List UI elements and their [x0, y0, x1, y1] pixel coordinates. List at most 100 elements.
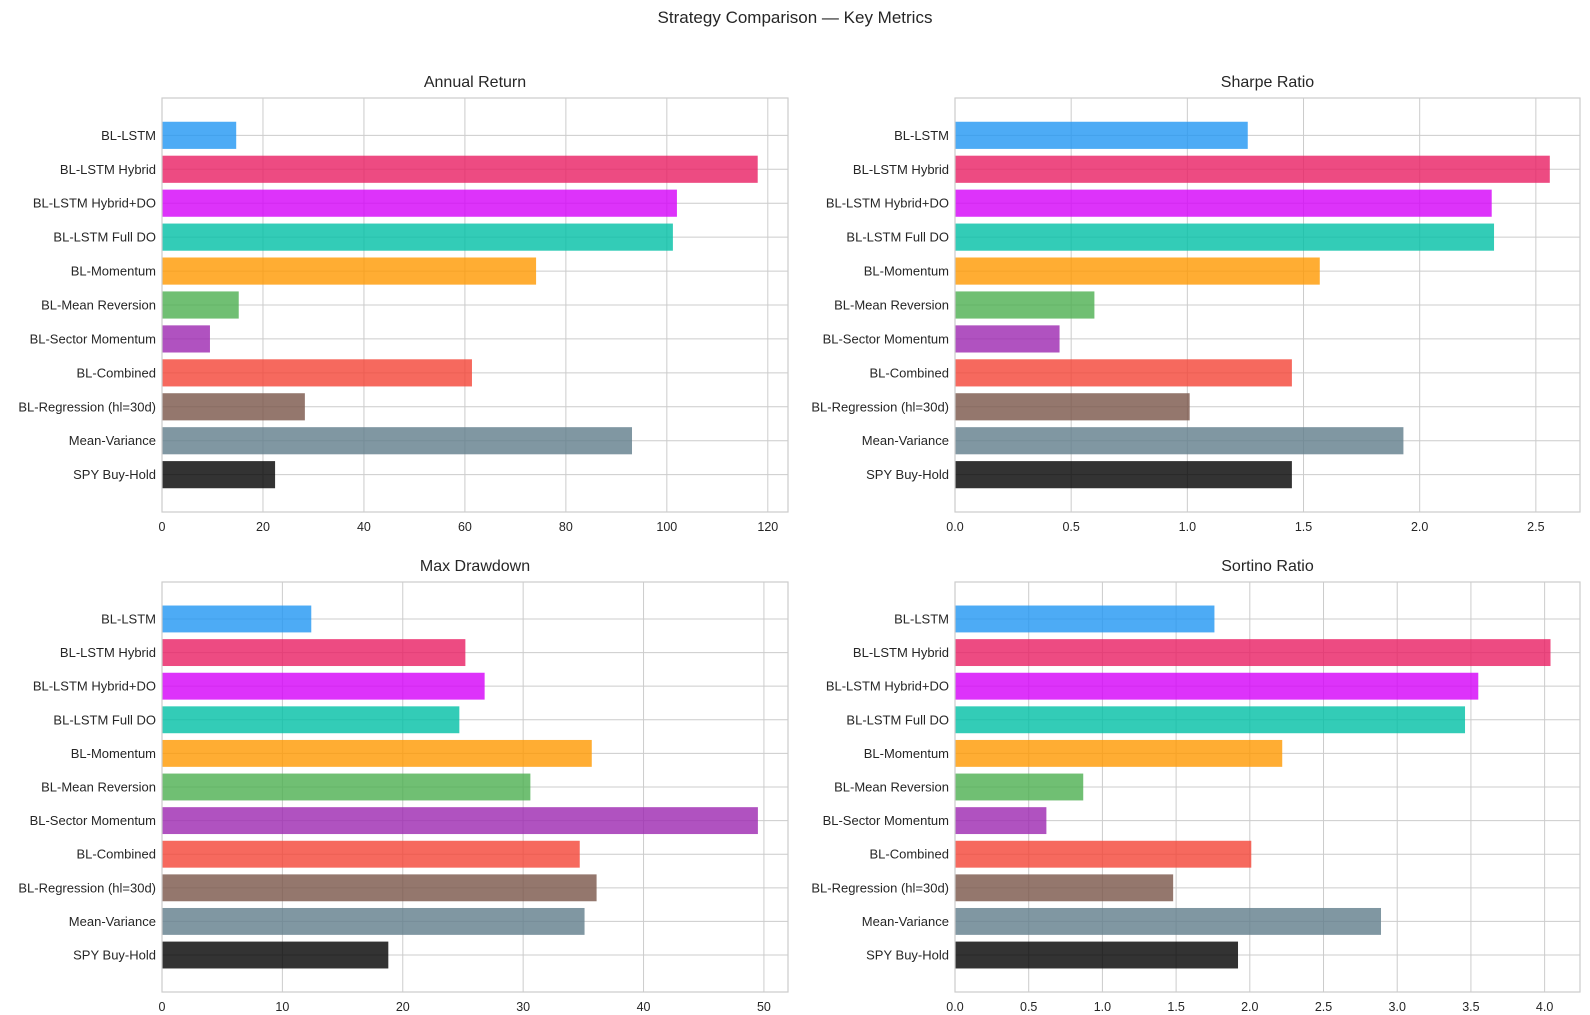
subplot-title: Sharpe Ratio	[1221, 74, 1314, 91]
bar-bl-lstm: BL-LSTM: 14.7	[162, 121, 237, 149]
subplot-sharpe-ratio: BL-LSTM: 1.26 BL-LSTM Hybrid: 2.56 BL-LSTM…	[811, 74, 1581, 534]
bar-bl-sector-momentum: BL-Sector Momentum: 9.5	[162, 325, 210, 353]
bar-mean-variance: Mean-Variance: 1.93	[955, 427, 1404, 455]
y-tick-label: BL-Momentum	[864, 746, 949, 761]
y-tick-label: BL-Sector Momentum	[823, 813, 949, 828]
y-tick-label: BL-Momentum	[864, 264, 949, 279]
bar-bl-lstm-hybrid-do: BL-LSTM Hybrid+DO: 3.55	[955, 672, 1479, 700]
x-tick-label: 2.5	[1315, 1000, 1332, 1014]
x-tick-label: 3.5	[1462, 1000, 1479, 1014]
subplot-sortino-ratio: BL-LSTM: 1.76 BL-LSTM Hybrid: 4.04 BL-LSTM…	[811, 558, 1581, 1014]
y-tick-label: BL-LSTM Hybrid+DO	[826, 196, 949, 211]
bar-bl-combined: BL-Combined: 34.7	[162, 840, 580, 868]
y-tick-label: BL-Regression (hl=30d)	[811, 399, 949, 414]
y-tick-label: BL-Momentum	[71, 264, 156, 279]
subplot-max-drawdown: BL-LSTM: 12.4 BL-LSTM Hybrid: 25.2 BL-LSTM…	[18, 558, 789, 1014]
x-tick-label: 40	[637, 1000, 651, 1014]
y-tick-label: Mean-Variance	[862, 914, 949, 929]
x-tick-label: 0	[159, 520, 166, 534]
bar-bl-momentum: BL-Momentum: 1.57	[955, 257, 1320, 285]
x-tick-label: 2.0	[1241, 1000, 1258, 1014]
y-tick-label: BL-Mean Reversion	[834, 780, 949, 795]
y-tick-label: BL-LSTM	[894, 611, 949, 626]
bar-mean-variance: Mean-Variance: 93.1	[162, 427, 633, 455]
y-tick-label: BL-LSTM Hybrid+DO	[33, 679, 156, 694]
y-tick-label: BL-LSTM Full DO	[53, 712, 156, 727]
y-tick-label: BL-Mean Reversion	[41, 780, 156, 795]
y-tick-label: Mean-Variance	[69, 433, 156, 448]
bar-bl-sector-momentum: BL-Sector Momentum: 0.62	[955, 807, 1047, 835]
x-tick-label: 1.5	[1295, 520, 1312, 534]
bar-bl-mean-reversion: BL-Mean Reversion: 15.2	[162, 291, 239, 319]
y-tick-label: BL-Combined	[77, 365, 157, 380]
y-tick-label: Mean-Variance	[69, 914, 156, 929]
subplot-title: Max Drawdown	[420, 558, 530, 575]
x-tick-label: 0.5	[1062, 520, 1079, 534]
x-tick-label: 60	[458, 520, 472, 534]
y-tick-label: BL-Combined	[870, 365, 950, 380]
y-tick-label: BL-LSTM	[101, 611, 156, 626]
y-tick-label: BL-LSTM Hybrid	[853, 162, 949, 177]
subplot-annual-return: BL-LSTM: 14.7 BL-LSTM Hybrid: 118 BL-LSTM …	[18, 74, 789, 534]
bar-bl-lstm-hybrid: BL-LSTM Hybrid: 2.56	[955, 155, 1550, 183]
y-tick-label: SPY Buy-Hold	[866, 467, 949, 482]
bar-bl-regression-hl-30d: BL-Regression (hl=30d): 36.1	[162, 874, 597, 902]
y-tick-label: BL-Regression (hl=30d)	[811, 880, 949, 895]
y-tick-label: Mean-Variance	[862, 433, 949, 448]
bar-bl-combined: BL-Combined: 1.45	[955, 359, 1292, 387]
bar-bl-mean-reversion: BL-Mean Reversion: 0.87	[955, 773, 1084, 801]
x-tick-label: 2.0	[1411, 520, 1428, 534]
y-tick-label: BL-LSTM Hybrid+DO	[33, 196, 156, 211]
bar-bl-lstm-full-do: BL-LSTM Full DO: 2.32	[955, 223, 1495, 251]
y-tick-label: SPY Buy-Hold	[73, 467, 156, 482]
y-tick-label: BL-Mean Reversion	[834, 298, 949, 313]
x-tick-label: 0.0	[946, 520, 963, 534]
bar-bl-sector-momentum: BL-Sector Momentum: 49.5	[162, 807, 758, 835]
y-tick-label: SPY Buy-Hold	[866, 948, 949, 963]
axes-frame	[161, 581, 789, 993]
y-tick-label: BL-LSTM	[101, 128, 156, 143]
bar-spy-buy-hold: SPY Buy-Hold: 1.45	[955, 461, 1292, 489]
bar-bl-lstm-hybrid: BL-LSTM Hybrid: 25.2	[162, 639, 466, 667]
y-tick-label: BL-LSTM Full DO	[846, 712, 949, 727]
bar-bl-lstm: BL-LSTM: 12.4	[162, 605, 312, 633]
x-tick-label: 30	[516, 1000, 530, 1014]
bar-bl-lstm-full-do: BL-LSTM Full DO: 3.46	[955, 706, 1466, 734]
bar-bl-regression-hl-30d: BL-Regression (hl=30d): 28.3	[162, 393, 305, 421]
x-tick-label: 20	[396, 1000, 410, 1014]
y-tick-label: BL-LSTM Hybrid	[60, 645, 156, 660]
y-tick-label: BL-Momentum	[71, 746, 156, 761]
subplot-title: Annual Return	[424, 74, 526, 91]
y-tick-label: BL-Combined	[870, 847, 950, 862]
x-tick-label: 3.0	[1389, 1000, 1406, 1014]
y-tick-label: BL-Combined	[77, 847, 157, 862]
y-tick-label: BL-LSTM Hybrid+DO	[826, 679, 949, 694]
bar-bl-lstm-full-do: BL-LSTM Full DO: 24.7	[162, 706, 460, 734]
x-tick-label: 100	[656, 520, 677, 534]
bar-bl-lstm-hybrid: BL-LSTM Hybrid: 4.04	[955, 639, 1551, 667]
bar-bl-regression-hl-30d: BL-Regression (hl=30d): 1.01	[955, 393, 1190, 421]
bar-bl-mean-reversion: BL-Mean Reversion: 30.6	[162, 773, 531, 801]
bar-bl-momentum: BL-Momentum: 2.22	[955, 739, 1283, 767]
bar-mean-variance: Mean-Variance: 2.89	[955, 907, 1382, 935]
x-tick-label: 0.0	[946, 1000, 963, 1014]
bar-bl-combined: BL-Combined: 2.01	[955, 840, 1252, 868]
y-tick-label: BL-Sector Momentum	[823, 331, 949, 346]
x-tick-label: 0.5	[1020, 1000, 1037, 1014]
bar-bl-lstm-hybrid-do: BL-LSTM Hybrid+DO: 2.31	[955, 189, 1492, 217]
bar-bl-lstm: BL-LSTM: 1.26	[955, 121, 1248, 149]
y-tick-label: BL-Mean Reversion	[41, 298, 156, 313]
y-tick-label: BL-LSTM Hybrid	[853, 645, 949, 660]
bar-bl-lstm: BL-LSTM: 1.76	[955, 605, 1215, 633]
x-tick-label: 1.0	[1094, 1000, 1111, 1014]
x-tick-label: 1.0	[1179, 520, 1196, 534]
subplot-title: Sortino Ratio	[1221, 558, 1314, 575]
bar-mean-variance: Mean-Variance: 35.1	[162, 907, 585, 935]
bar-bl-lstm-full-do: BL-LSTM Full DO: 101.2	[162, 223, 673, 251]
y-tick-label: SPY Buy-Hold	[73, 948, 156, 963]
y-tick-label: BL-Regression (hl=30d)	[18, 880, 156, 895]
x-tick-label: 80	[559, 520, 573, 534]
bar-spy-buy-hold: SPY Buy-Hold: 1.92	[955, 941, 1239, 969]
bar-bl-lstm-hybrid-do: BL-LSTM Hybrid+DO: 102	[162, 189, 677, 217]
